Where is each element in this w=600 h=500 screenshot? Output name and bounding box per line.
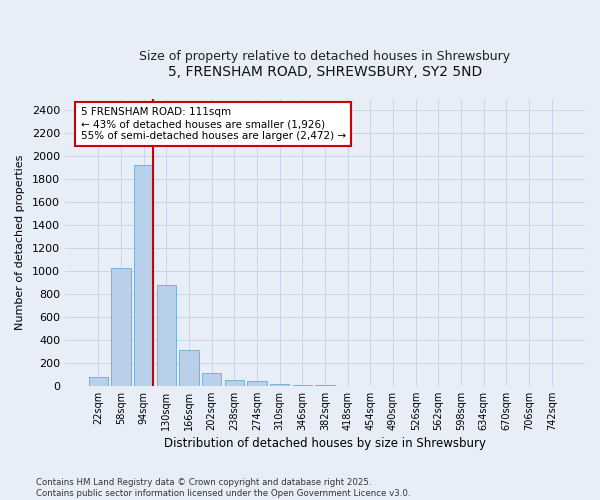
Bar	[89, 376, 108, 386]
Bar	[270, 384, 289, 386]
Text: 5, FRENSHAM ROAD, SHREWSBURY, SY2 5ND: 5, FRENSHAM ROAD, SHREWSBURY, SY2 5ND	[168, 65, 482, 79]
Bar	[316, 385, 335, 386]
Bar	[202, 373, 221, 386]
Bar	[112, 268, 131, 386]
Bar	[157, 285, 176, 386]
X-axis label: Distribution of detached houses by size in Shrewsbury: Distribution of detached houses by size …	[164, 437, 486, 450]
Bar	[225, 380, 244, 386]
Bar	[179, 350, 199, 386]
Bar	[134, 166, 153, 386]
Text: Contains HM Land Registry data © Crown copyright and database right 2025.
Contai: Contains HM Land Registry data © Crown c…	[36, 478, 410, 498]
Y-axis label: Number of detached properties: Number of detached properties	[15, 154, 25, 330]
Bar	[293, 384, 312, 386]
Bar	[247, 380, 266, 386]
Text: 5 FRENSHAM ROAD: 111sqm
← 43% of detached houses are smaller (1,926)
55% of semi: 5 FRENSHAM ROAD: 111sqm ← 43% of detache…	[80, 108, 346, 140]
Title: Size of property relative to detached houses in Shrewsbury: Size of property relative to detached ho…	[139, 50, 511, 63]
